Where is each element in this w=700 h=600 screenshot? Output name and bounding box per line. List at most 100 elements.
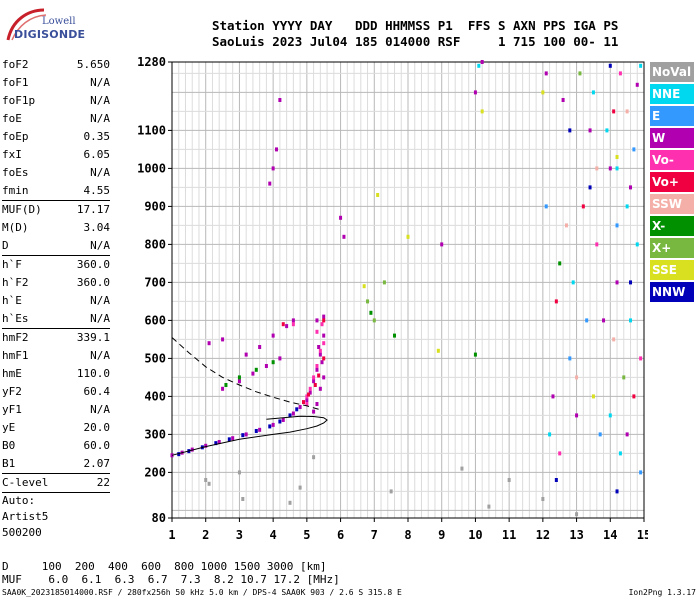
legend-item: W	[650, 128, 694, 148]
data-point	[281, 417, 285, 422]
y-tick-label: 700	[144, 275, 166, 289]
autoscale-info: Auto:	[2, 494, 36, 507]
data-point	[480, 109, 484, 114]
data-point	[241, 433, 245, 438]
param-value: N/A	[90, 294, 110, 307]
data-point	[312, 455, 316, 460]
data-point	[271, 166, 275, 171]
data-point	[241, 497, 245, 501]
data-point	[231, 436, 235, 441]
param-label: hmE	[2, 367, 22, 380]
param-label: h`E	[2, 294, 22, 307]
data-point	[295, 407, 299, 412]
param-label: foF1p	[2, 94, 36, 107]
data-point	[366, 299, 370, 304]
data-point	[575, 375, 579, 380]
data-point	[629, 318, 633, 323]
y-tick-label: 200	[144, 465, 166, 479]
legend-item: X-	[650, 216, 694, 236]
param-row: foF1 N/A	[2, 74, 110, 92]
param-label: hmF1	[2, 349, 29, 362]
param-label: D	[2, 239, 9, 252]
param-row: h`F2 360.0	[2, 274, 110, 292]
data-point	[558, 451, 562, 456]
data-point	[618, 451, 622, 456]
param-row: foEp 0.35	[2, 128, 110, 146]
data-point	[322, 333, 326, 338]
data-point	[629, 185, 633, 190]
param-row: hmF1 N/A	[2, 347, 110, 365]
data-point	[635, 82, 639, 87]
legend-item: NoVal	[650, 62, 694, 82]
param-label: foEp	[2, 130, 29, 143]
data-point	[618, 71, 622, 76]
data-point	[605, 128, 609, 133]
x-tick-label: 3	[236, 528, 243, 542]
distance-row: D 100 200 400 600 800 1000 1500 3000 [km…	[2, 560, 327, 573]
data-point	[554, 299, 558, 304]
digisonde-logo: Lowell DIGISONDE	[4, 6, 85, 42]
param-separator	[2, 328, 110, 329]
data-point	[568, 128, 572, 133]
data-point	[305, 394, 309, 399]
param-row: hmE 110.0	[2, 365, 110, 383]
data-point	[301, 400, 305, 405]
data-point	[551, 394, 555, 399]
data-point	[477, 63, 481, 68]
param-separator	[2, 473, 110, 474]
y-tick-label: 1000	[137, 161, 166, 175]
data-point	[608, 166, 612, 171]
data-point	[278, 356, 282, 361]
data-point	[305, 402, 309, 406]
x-tick-label: 8	[404, 528, 411, 542]
logo-text-lowell: Lowell	[42, 16, 76, 27]
data-point	[615, 489, 619, 494]
data-point	[625, 432, 629, 437]
legend-item: SSW	[650, 194, 694, 214]
data-point	[548, 432, 552, 437]
param-row: foF1p N/A	[2, 92, 110, 110]
data-point	[480, 60, 484, 64]
data-point	[315, 402, 319, 406]
x-tick-label: 4	[270, 528, 277, 542]
data-point	[322, 314, 326, 319]
param-row: MUF(D) 17.17	[2, 201, 110, 219]
data-point	[278, 98, 282, 102]
legend-item: NNE	[650, 84, 694, 104]
y-tick-label: 300	[144, 427, 166, 441]
param-label: foF2	[2, 58, 29, 71]
data-point	[635, 242, 639, 247]
data-point	[376, 193, 380, 197]
legend-item: SSE	[650, 260, 694, 280]
param-value: 60.4	[83, 385, 111, 398]
data-point	[278, 419, 282, 424]
param-row: h`Es N/A	[2, 310, 110, 328]
data-point	[436, 348, 440, 353]
data-point	[564, 223, 568, 228]
param-label: C-level	[2, 476, 49, 489]
data-point	[291, 322, 295, 327]
profile-curve	[171, 415, 328, 456]
autoscale-info: Artist5	[2, 510, 49, 523]
x-tick-label: 9	[438, 528, 445, 542]
data-point	[320, 360, 324, 365]
param-row: yF2 60.4	[2, 383, 110, 401]
x-tick-label: 7	[371, 528, 378, 542]
virtual-height-curve	[171, 337, 321, 411]
y-tick-label: 400	[144, 389, 166, 403]
data-point	[251, 371, 255, 376]
data-point	[281, 322, 285, 327]
param-value: N/A	[90, 112, 110, 125]
header-values: SaoLuis 2023 Jul04 185 014000 RSF 1 715 …	[212, 34, 619, 49]
param-value: 2.07	[83, 457, 111, 470]
data-point	[615, 223, 619, 228]
file-info: SAA0K_2023185014000.RSF / 280fx256h 50 k…	[2, 588, 402, 597]
data-point	[544, 71, 548, 76]
data-point	[588, 128, 592, 133]
data-point	[288, 413, 292, 418]
data-point	[318, 348, 322, 353]
data-point	[221, 386, 225, 391]
param-separator	[2, 255, 110, 256]
x-tick-label: 1	[168, 528, 175, 542]
legend-item: Vo-	[650, 150, 694, 170]
